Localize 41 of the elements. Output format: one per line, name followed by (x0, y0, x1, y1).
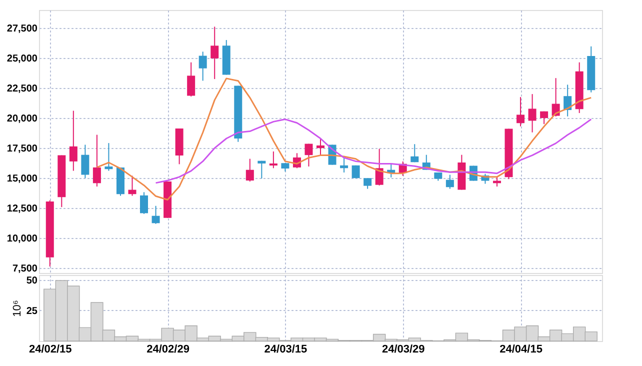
y-tick-label: 7,500 (12, 264, 38, 275)
candlestick (81, 144, 90, 179)
x-tick-label: 24/03/29 (382, 344, 425, 356)
candlestick (128, 175, 136, 196)
y-tick-label: 12,500 (6, 204, 38, 215)
candlestick (210, 26, 219, 80)
candlestick (304, 143, 313, 167)
candlestick (198, 51, 207, 82)
candlestick (340, 156, 348, 173)
y-tick-label: 17,500 (6, 144, 38, 155)
x-tick-label: 24/02/29 (146, 344, 190, 356)
y-tick-label: 15,000 (6, 174, 38, 185)
x-tick-label: 24/03/15 (264, 344, 308, 356)
y-tick-label: 10,000 (6, 234, 38, 245)
candlestick (92, 134, 101, 188)
y-tick-label: 25,000 (6, 54, 38, 65)
y-axis-title: 10⁶ (11, 300, 24, 317)
candlestick (316, 138, 324, 156)
candlestick (152, 205, 160, 224)
x-tick-label: 24/04/15 (500, 344, 542, 356)
candlestick (446, 174, 454, 190)
y-tick-label: 25 (26, 306, 38, 317)
candlestick (69, 110, 78, 172)
candlestick (104, 142, 113, 172)
y-tick-label: 50 (26, 275, 38, 286)
y-tick-label: 22,500 (6, 84, 38, 95)
candlestick (140, 192, 148, 214)
candlestick (410, 144, 419, 163)
candlestick (187, 62, 196, 97)
candlestick (258, 160, 266, 179)
candlestick (528, 94, 536, 133)
x-tick-label: 24/02/15 (28, 344, 72, 356)
line-series (155, 118, 592, 184)
candlestick (375, 148, 384, 186)
y-tick-label: 20,000 (6, 114, 38, 125)
candlestick (269, 150, 278, 169)
y-tick-label: 27,500 (6, 24, 38, 35)
candlestick (540, 110, 548, 125)
candlestick (364, 178, 372, 190)
candlestick (246, 158, 254, 182)
candlestick (516, 96, 525, 127)
